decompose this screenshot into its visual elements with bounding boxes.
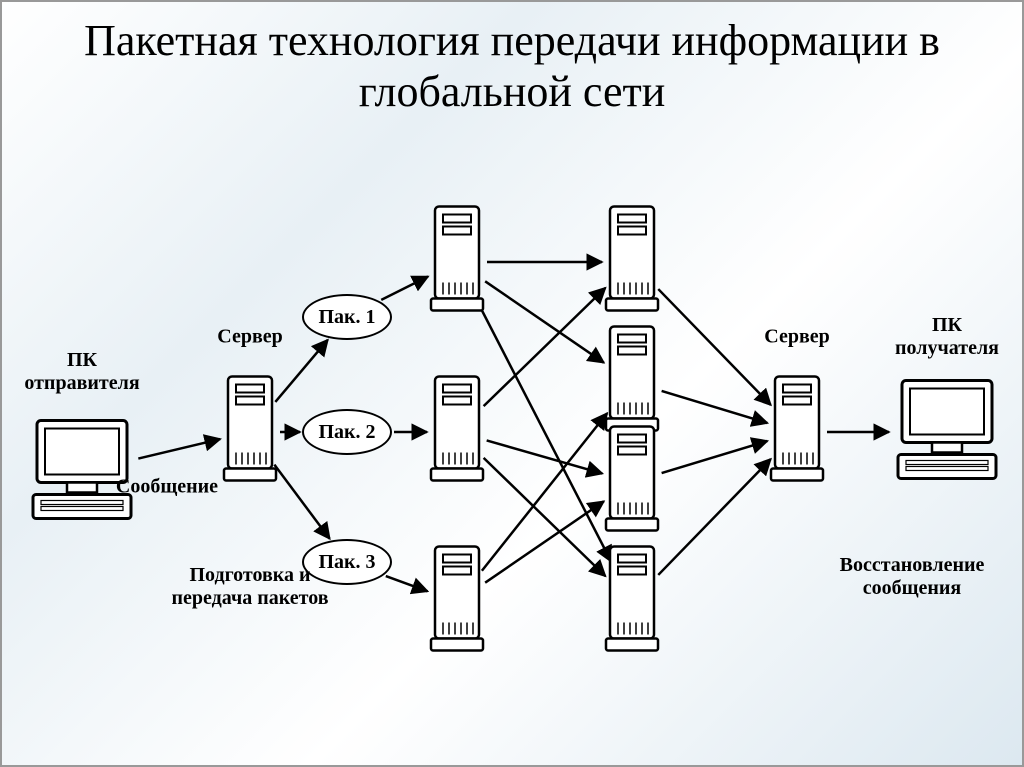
- diagram-label: Сообщение: [116, 476, 218, 499]
- slide-title: Пакетная технология передачи информации …: [2, 2, 1022, 117]
- edge-arrow: [485, 281, 604, 362]
- pc-icon: [892, 375, 1002, 490]
- edge-arrow: [386, 576, 428, 591]
- edge-arrow: [662, 391, 768, 423]
- server-tower-icon: [429, 545, 485, 660]
- diagram-label: Сервер: [217, 326, 283, 349]
- diagram-label: Сервер: [764, 326, 830, 349]
- packet-network-diagram: Пак. 1Пак. 2Пак. 3ПКотправителяСерверСоо…: [2, 182, 1022, 702]
- diagram-label: ПКотправителя: [24, 349, 139, 395]
- edge-arrow: [478, 302, 611, 561]
- diagram-label: Подготовка ипередача пакетов: [171, 564, 328, 610]
- server-tower-icon: [429, 205, 485, 320]
- edge-arrow: [482, 413, 607, 570]
- server-tower-icon: [604, 205, 660, 320]
- edge-arrow: [138, 439, 220, 459]
- edge-arrow: [274, 465, 329, 539]
- server-tower-icon: [429, 375, 485, 490]
- edge-arrow: [487, 440, 603, 473]
- server-tower-icon: [604, 325, 660, 440]
- edges-layer: [2, 182, 1022, 702]
- diagram-label: ПКполучателя: [895, 314, 999, 360]
- server-tower-icon: [604, 425, 660, 540]
- packet-label: Пак. 1: [302, 294, 392, 340]
- packet-label: Пак. 2: [302, 409, 392, 455]
- edge-arrow: [484, 458, 606, 576]
- slide: Пакетная технология передачи информации …: [0, 0, 1024, 767]
- edge-arrow: [275, 340, 327, 402]
- server-tower-icon: [604, 545, 660, 660]
- edge-arrow: [484, 288, 606, 406]
- edge-arrow: [381, 276, 428, 299]
- server-tower-icon: [769, 375, 825, 490]
- edge-arrow: [658, 459, 770, 575]
- edge-arrow: [485, 501, 604, 582]
- server-tower-icon: [222, 375, 278, 490]
- edge-arrow: [662, 441, 768, 473]
- edge-arrow: [658, 289, 770, 405]
- diagram-label: Восстановлениесообщения: [840, 554, 985, 600]
- pc-icon: [27, 415, 137, 530]
